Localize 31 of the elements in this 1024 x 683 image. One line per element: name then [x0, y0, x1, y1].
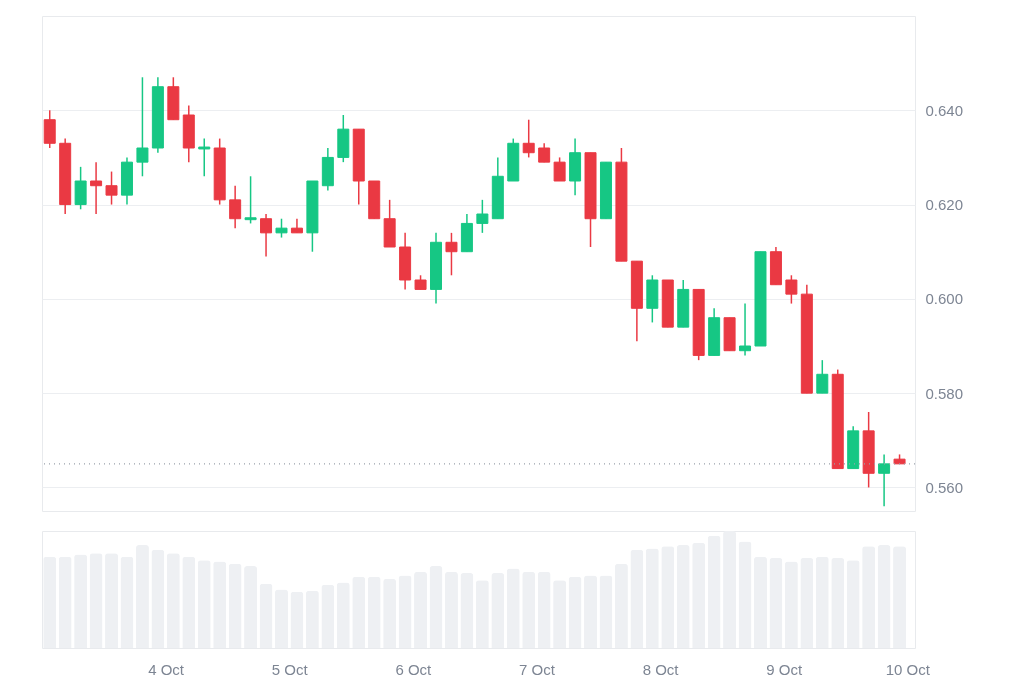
candlestick	[244, 175, 257, 225]
candlestick	[785, 274, 798, 305]
y-tick-label: 0.560	[925, 478, 964, 496]
x-tick-label: 8 Oct	[642, 660, 680, 678]
x-tick-label: 7 Oct	[519, 660, 556, 678]
candlestick	[74, 166, 87, 211]
candlestick	[43, 109, 56, 149]
x-tick-label: 6 Oct	[395, 660, 433, 678]
candlestick	[445, 232, 458, 277]
y-tick-label: 0.580	[925, 384, 964, 402]
candlestick	[90, 161, 103, 215]
candlestick	[878, 453, 891, 508]
x-tick-label: 9 Oct	[766, 660, 803, 678]
candlestick	[198, 137, 211, 178]
candlestick	[136, 76, 149, 178]
candlestick	[538, 142, 551, 163]
candlestick	[522, 118, 535, 159]
candlestick	[229, 184, 242, 229]
y-tick-label: 0.600	[925, 290, 964, 308]
candlestick	[105, 170, 118, 206]
candlestick	[816, 359, 829, 394]
candlestick	[739, 302, 752, 357]
candlestick	[260, 213, 273, 258]
y-tick-label: 0.640	[925, 101, 964, 119]
candlestick	[476, 199, 489, 234]
candlestick	[553, 156, 566, 182]
x-tick-label: 4 Oct	[148, 660, 185, 678]
x-tick-label: 5 Oct	[271, 660, 309, 678]
y-tick-label: 0.620	[925, 196, 964, 214]
candlestick	[275, 217, 288, 239]
x-tick-label: 10 Oct	[885, 660, 931, 678]
